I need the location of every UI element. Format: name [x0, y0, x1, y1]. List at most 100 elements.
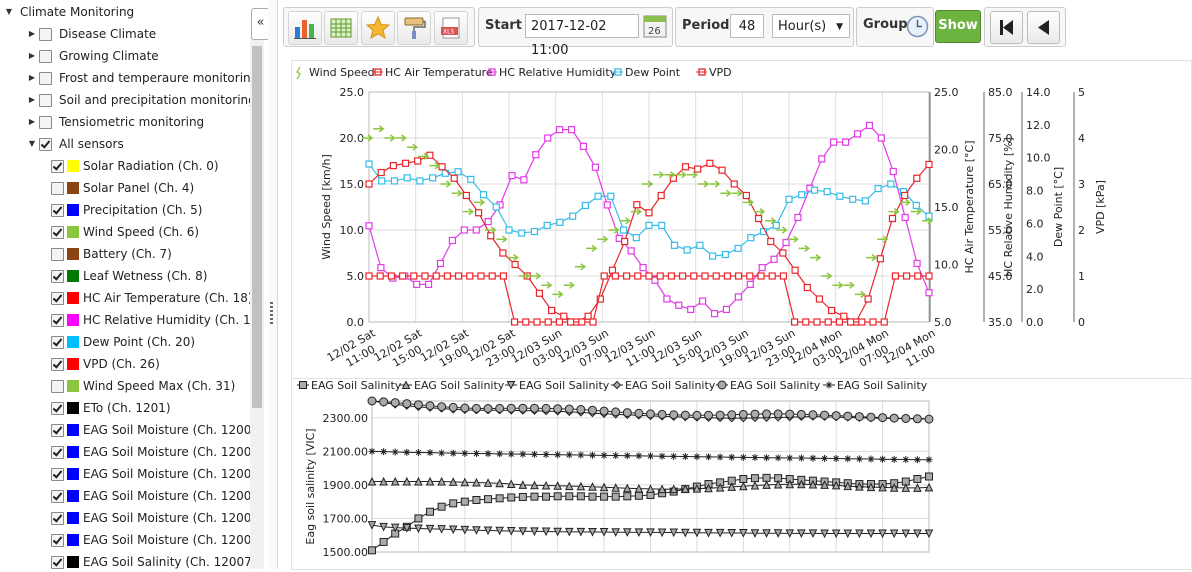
air-temperature-point — [511, 260, 519, 269]
sensor-checkbox[interactable] — [51, 358, 64, 371]
sensor-checkbox[interactable] — [51, 336, 64, 349]
expand-arrow-icon[interactable]: ▼ — [5, 7, 13, 16]
start-datetime-input[interactable]: 2017-12-02 11:00 — [525, 14, 639, 58]
sensor-checkbox[interactable] — [51, 512, 64, 525]
sensor-checkbox[interactable] — [51, 556, 64, 569]
sensor-checkbox[interactable] — [51, 270, 64, 283]
first-page-button[interactable] — [990, 11, 1023, 44]
humidity-point — [639, 264, 647, 272]
sensor-checkbox[interactable] — [51, 248, 64, 261]
group-checkbox[interactable] — [39, 138, 52, 151]
group-label: Disease Climate — [59, 27, 157, 41]
salinity-point — [715, 482, 725, 492]
legend-marker — [374, 68, 382, 76]
salinity-point — [692, 483, 702, 493]
salinity-point — [460, 497, 469, 506]
legend-label: HC Air Temperature — [385, 66, 493, 79]
salinity-point — [878, 482, 887, 492]
period-unit-select[interactable]: Hour(s) ▼ — [772, 14, 850, 38]
legend-label: HC Relative Humidity — [499, 66, 617, 79]
sensor-checkbox[interactable] — [51, 468, 64, 481]
dew-point-point — [429, 174, 437, 182]
collapse-arrow-icon[interactable]: ▼ — [28, 139, 36, 148]
expand-arrow-icon[interactable]: ▶ — [28, 95, 36, 104]
sensor-checkbox[interactable] — [51, 424, 64, 437]
salinity-point — [622, 528, 632, 537]
group-label: All sensors — [59, 137, 124, 151]
sensor-label: EAG Soil Moisture (Ch. 12006 — [83, 533, 260, 547]
expand-arrow-icon[interactable]: ▶ — [28, 117, 36, 126]
sensor-checkbox[interactable] — [51, 314, 64, 327]
wind-speed-point — [910, 208, 923, 216]
splitter-grip-icon[interactable] — [270, 302, 273, 324]
table-view-button[interactable] — [324, 11, 358, 45]
sensor-checkbox[interactable] — [51, 160, 64, 173]
calendar-picker-button[interactable]: 26 — [643, 13, 667, 39]
salinity-point — [635, 452, 643, 460]
humidity-point — [472, 226, 480, 234]
group-checkbox[interactable] — [39, 50, 52, 63]
sensor-checkbox[interactable] — [51, 490, 64, 503]
sensor-color-swatch — [67, 534, 79, 546]
show-button[interactable]: Show — [935, 10, 981, 43]
salinity-point — [518, 403, 528, 413]
wind-speed-point — [731, 189, 743, 197]
expand-arrow-icon[interactable]: ▶ — [28, 51, 36, 60]
wind-speed-point — [597, 235, 609, 243]
salinity-point — [889, 413, 899, 423]
wind-speed-point — [866, 254, 878, 262]
salinity-point — [634, 528, 644, 537]
panel-splitter[interactable] — [268, 0, 278, 569]
sensor-color-swatch — [67, 556, 79, 568]
period-value-input[interactable]: 48 — [730, 14, 764, 38]
salinity-point — [750, 480, 760, 490]
salinity-point — [750, 474, 759, 483]
sensor-checkbox[interactable] — [51, 292, 64, 305]
salinity-point — [657, 484, 667, 494]
vpd-point — [824, 318, 832, 326]
expand-arrow-icon[interactable]: ▶ — [28, 29, 36, 38]
dew-point-point — [683, 246, 691, 254]
group-interval-button[interactable] — [906, 15, 929, 38]
salinity-point — [599, 528, 609, 537]
group-label: Tensiometric monitoring — [59, 115, 205, 129]
salinity-point — [425, 476, 435, 486]
sensor-checkbox[interactable] — [51, 446, 64, 459]
salinity-point — [379, 397, 389, 407]
previous-page-button[interactable] — [1027, 11, 1060, 44]
export-button[interactable]: XLS — [434, 11, 468, 45]
sensor-checkbox[interactable] — [51, 226, 64, 239]
vpd-point — [600, 272, 608, 280]
salinity-point — [506, 527, 516, 536]
sensor-checkbox[interactable] — [51, 402, 64, 415]
sensor-checkbox[interactable] — [51, 534, 64, 547]
salinity-point — [413, 400, 423, 410]
salinity-point — [495, 403, 505, 413]
wind-speed-point — [653, 171, 665, 179]
style-button[interactable] — [397, 11, 431, 45]
sensor-color-swatch — [67, 512, 79, 524]
favorites-button[interactable] — [361, 11, 395, 45]
chart-view-button[interactable] — [288, 11, 322, 45]
vpd-point — [712, 272, 720, 280]
sensor-checkbox[interactable] — [51, 204, 64, 217]
y-tick-label: 6.0 — [1026, 217, 1044, 230]
group-checkbox[interactable] — [39, 72, 52, 85]
expand-arrow-icon[interactable]: ▶ — [28, 73, 36, 82]
sensor-checkbox[interactable] — [51, 380, 64, 393]
sensor-color-swatch — [67, 182, 79, 194]
air-temperature-point — [681, 163, 690, 171]
group-checkbox[interactable] — [39, 94, 52, 107]
salinity-point — [448, 525, 458, 535]
salinity-point — [495, 494, 504, 503]
sidebar-scrollbar-thumb[interactable] — [252, 46, 262, 408]
sensor-checkbox[interactable] — [51, 182, 64, 195]
air-temperature-point — [706, 159, 714, 167]
group-label: Group — [863, 17, 908, 32]
sensor-label: EAG Soil Moisture (Ch. 12002 — [83, 445, 260, 459]
group-checkbox[interactable] — [39, 116, 52, 129]
humidity-point — [913, 259, 921, 268]
group-checkbox[interactable] — [39, 28, 52, 41]
salinity-point — [913, 456, 921, 464]
salinity-point — [924, 414, 934, 424]
